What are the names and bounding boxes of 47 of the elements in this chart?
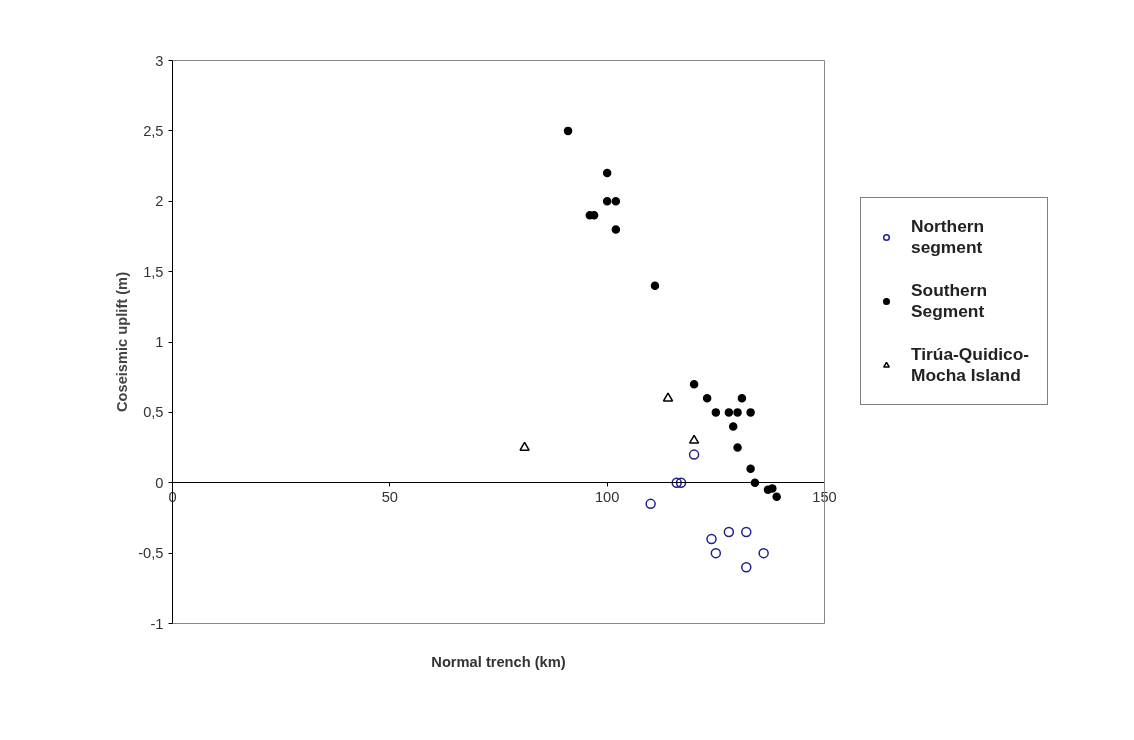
legend-label: Tirúa-Quidico-Mocha Island [911, 344, 1030, 386]
point [733, 408, 742, 417]
x-tick-label: 100 [594, 488, 620, 505]
point [602, 168, 612, 178]
y-tick-label: 0 [155, 474, 164, 491]
point [611, 197, 621, 206]
point [611, 225, 621, 234]
y-tick-label: 1,5 [143, 263, 164, 280]
point [746, 464, 755, 473]
point [519, 441, 530, 451]
point [706, 533, 717, 545]
y-tick-label: -1 [150, 615, 164, 632]
legend-label: Southern Segment [911, 280, 988, 322]
point [702, 394, 712, 403]
y-axis-title: Coseismic uplift (m) [114, 271, 131, 413]
point [688, 449, 700, 460]
x-axis-title: Normal trench (km) [431, 653, 566, 670]
point [671, 477, 682, 488]
point [768, 484, 777, 493]
point [737, 394, 747, 403]
point [662, 392, 674, 402]
point [710, 547, 722, 559]
point [741, 561, 752, 573]
point [645, 498, 656, 510]
point [650, 281, 660, 290]
point [711, 408, 721, 417]
y-tick-label: 3 [155, 52, 164, 69]
point [741, 526, 752, 538]
point [746, 408, 755, 417]
point [675, 477, 687, 488]
point [689, 379, 699, 389]
point [688, 434, 700, 444]
y-tick-label: 2,5 [143, 122, 164, 139]
x-tick-label: 50 [381, 488, 398, 505]
y-tick-label: -0,5 [138, 545, 164, 562]
point [723, 526, 735, 538]
point [728, 422, 738, 431]
legend-label: Northern segment [911, 216, 985, 258]
point [602, 197, 612, 206]
point [733, 443, 742, 452]
point [724, 408, 734, 417]
y-tick-label: 1 [155, 334, 164, 350]
point [758, 547, 769, 559]
point [772, 492, 781, 502]
y-tick-label: 0,5 [143, 404, 164, 421]
point [563, 126, 573, 136]
y-tick-label: 2 [155, 193, 164, 210]
